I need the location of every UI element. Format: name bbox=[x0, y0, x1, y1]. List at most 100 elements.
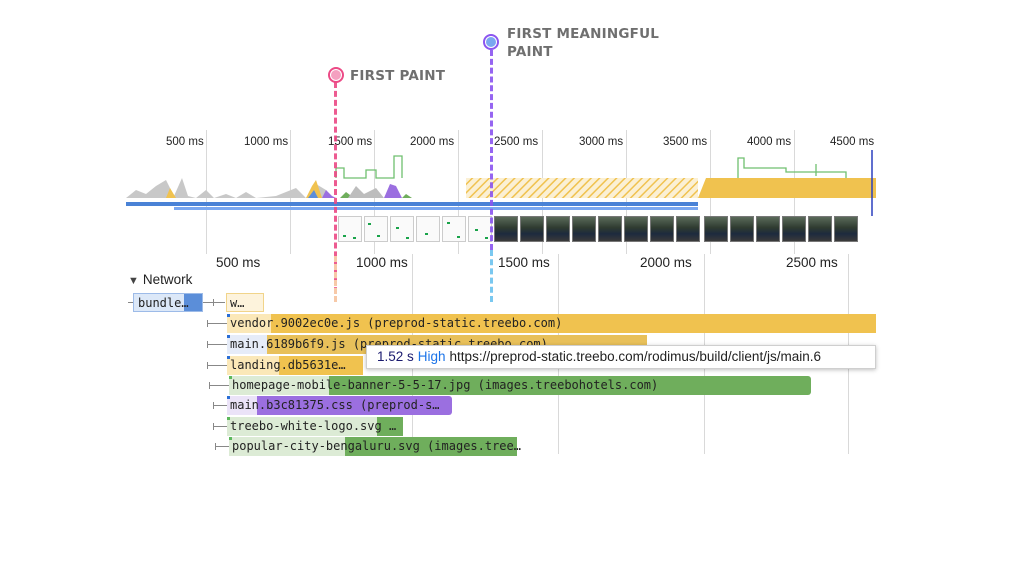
first-meaningful-paint-label-line2: PAINT bbox=[507, 44, 553, 60]
request-connector bbox=[213, 426, 227, 427]
first-paint-marker-icon bbox=[328, 67, 344, 83]
request-connector bbox=[215, 446, 229, 447]
filmstrip[interactable] bbox=[126, 216, 876, 242]
activity-graph[interactable] bbox=[126, 150, 876, 216]
first-meaningful-paint-marker-icon bbox=[483, 34, 499, 50]
overview-tick: 3500 ms bbox=[663, 136, 708, 148]
request-label: bundle… bbox=[138, 296, 189, 310]
request-bar-w[interactable]: w… bbox=[226, 293, 264, 312]
cpu-area-gray bbox=[126, 178, 341, 198]
cpu-area-yellow-late bbox=[698, 178, 876, 198]
first-paint-label: FIRST PAINT bbox=[350, 68, 446, 84]
overview-tick: 3000 ms bbox=[579, 136, 624, 148]
request-label: treebo-white-logo.svg … bbox=[230, 419, 397, 433]
filmstrip-frame[interactable] bbox=[598, 216, 622, 242]
request-bar-treebo-logo[interactable]: treebo-white-logo.svg … bbox=[227, 417, 403, 436]
main-tick: 2000 ms bbox=[640, 255, 692, 270]
filmstrip-frame[interactable] bbox=[676, 216, 700, 242]
filmstrip-frame[interactable] bbox=[572, 216, 596, 242]
overview-tick: 2500 ms bbox=[494, 136, 539, 148]
overview-tick: 1000 ms bbox=[244, 136, 289, 148]
network-activity-line bbox=[737, 157, 847, 178]
request-bar-homepage-banner[interactable]: homepage-mobile-banner-5-5-17.jpg (image… bbox=[229, 376, 811, 395]
first-meaningful-paint-label: FIRST MEANINGFUL PAINT bbox=[507, 25, 659, 61]
main-thread-bar bbox=[126, 202, 698, 206]
main-tick: 2500 ms bbox=[786, 255, 838, 270]
request-connector bbox=[207, 344, 227, 345]
request-bar-landing[interactable]: landing.db5631e… bbox=[227, 356, 363, 375]
main-tick: 1000 ms bbox=[356, 255, 408, 270]
filmstrip-frame[interactable] bbox=[338, 216, 362, 242]
request-connector-cap bbox=[207, 341, 208, 348]
request-label: vendor.9002ec0e.js (preprod-static.treeb… bbox=[230, 316, 563, 330]
filmstrip-frame[interactable] bbox=[650, 216, 674, 242]
main-ruler: 500 ms 1000 ms 1500 ms 2000 ms 2500 ms bbox=[126, 254, 876, 272]
cpu-area-blue bbox=[308, 190, 318, 198]
filmstrip-frame[interactable] bbox=[782, 216, 806, 242]
request-connector-cap bbox=[213, 423, 214, 430]
filmstrip-frame[interactable] bbox=[546, 216, 570, 242]
filmstrip-frame[interactable] bbox=[808, 216, 832, 242]
request-connector-cap bbox=[213, 402, 214, 409]
filmstrip-frame[interactable] bbox=[390, 216, 414, 242]
overview-tick: 2000 ms bbox=[410, 136, 455, 148]
main-tick: 1500 ms bbox=[498, 255, 550, 270]
request-label: main.b3c81375.css (preprod-s… bbox=[230, 398, 440, 412]
request-connector bbox=[128, 302, 134, 303]
request-connector bbox=[207, 323, 227, 324]
filmstrip-frame[interactable] bbox=[704, 216, 728, 242]
filmstrip-frame[interactable] bbox=[442, 216, 466, 242]
request-label: landing.db5631e… bbox=[230, 358, 346, 372]
request-connector bbox=[203, 302, 225, 303]
request-label: w… bbox=[230, 296, 245, 310]
request-connector bbox=[213, 405, 227, 406]
request-bar-vendor[interactable]: vendor.9002ec0e.js (preprod-static.treeb… bbox=[227, 314, 876, 333]
request-connector-cap bbox=[215, 443, 216, 450]
grid-line bbox=[458, 130, 459, 254]
request-connector-cap bbox=[209, 382, 210, 389]
first-paint-line bbox=[334, 82, 337, 302]
overview-tick: 1500 ms bbox=[328, 136, 373, 148]
tooltip-url: https://preprod-static.treebo.com/rodimu… bbox=[449, 349, 821, 364]
request-connector bbox=[207, 365, 227, 366]
filmstrip-frame[interactable] bbox=[468, 216, 492, 242]
filmstrip-frame[interactable] bbox=[730, 216, 754, 242]
first-meaningful-paint-label-line1: FIRST MEANINGFUL bbox=[507, 26, 660, 42]
main-tick: 500 ms bbox=[216, 255, 261, 270]
first-meaningful-paint-line-lower bbox=[490, 250, 493, 302]
filmstrip-frame[interactable] bbox=[624, 216, 648, 242]
overview-tick: 4500 ms bbox=[830, 136, 875, 148]
cpu-area-purple bbox=[322, 184, 402, 198]
tooltip-time: 1.52 s bbox=[377, 349, 414, 364]
cpu-area-green bbox=[340, 192, 412, 198]
request-label: homepage-mobile-banner-5-5-17.jpg (image… bbox=[232, 378, 659, 392]
filmstrip-frame[interactable] bbox=[756, 216, 780, 242]
request-label: popular-city-bengaluru.svg (images.tree… bbox=[232, 439, 521, 453]
network-header-label: Network bbox=[142, 272, 193, 287]
request-connector-cap bbox=[213, 299, 214, 306]
request-connector-cap bbox=[207, 320, 208, 327]
triangle-down-icon[interactable]: ▼ bbox=[128, 275, 139, 287]
overview-ruler: 500 ms 1000 ms 1500 ms 2000 ms 2500 ms 3… bbox=[126, 130, 876, 156]
network-activity-line bbox=[335, 155, 403, 179]
idle-hatched-region bbox=[466, 178, 698, 198]
request-bar-bundle[interactable]: bundle… bbox=[133, 293, 203, 312]
overview-tick: 4000 ms bbox=[747, 136, 792, 148]
request-tooltip: 1.52 s High https://preprod-static.treebo.… bbox=[366, 345, 876, 369]
first-paint-line-lower bbox=[334, 256, 337, 302]
request-bar-popular-city[interactable]: popular-city-bengaluru.svg (images.tree… bbox=[229, 437, 521, 456]
request-connector bbox=[209, 385, 229, 386]
filmstrip-frame[interactable] bbox=[520, 216, 544, 242]
overview-tick: 500 ms bbox=[166, 136, 204, 148]
filmstrip-frame[interactable] bbox=[494, 216, 518, 242]
main-thread-bar-light bbox=[174, 207, 698, 210]
filmstrip-frame[interactable] bbox=[364, 216, 388, 242]
tooltip-priority: High bbox=[417, 349, 446, 364]
filmstrip-frame[interactable] bbox=[834, 216, 858, 242]
network-track-header[interactable]: ▼ Network bbox=[128, 272, 192, 287]
request-bar-main-css[interactable]: main.b3c81375.css (preprod-s… bbox=[227, 396, 452, 415]
cpu-area-gray bbox=[348, 186, 384, 198]
first-meaningful-paint-line bbox=[490, 50, 493, 250]
filmstrip-frame[interactable] bbox=[416, 216, 440, 242]
request-connector-cap bbox=[207, 362, 208, 369]
